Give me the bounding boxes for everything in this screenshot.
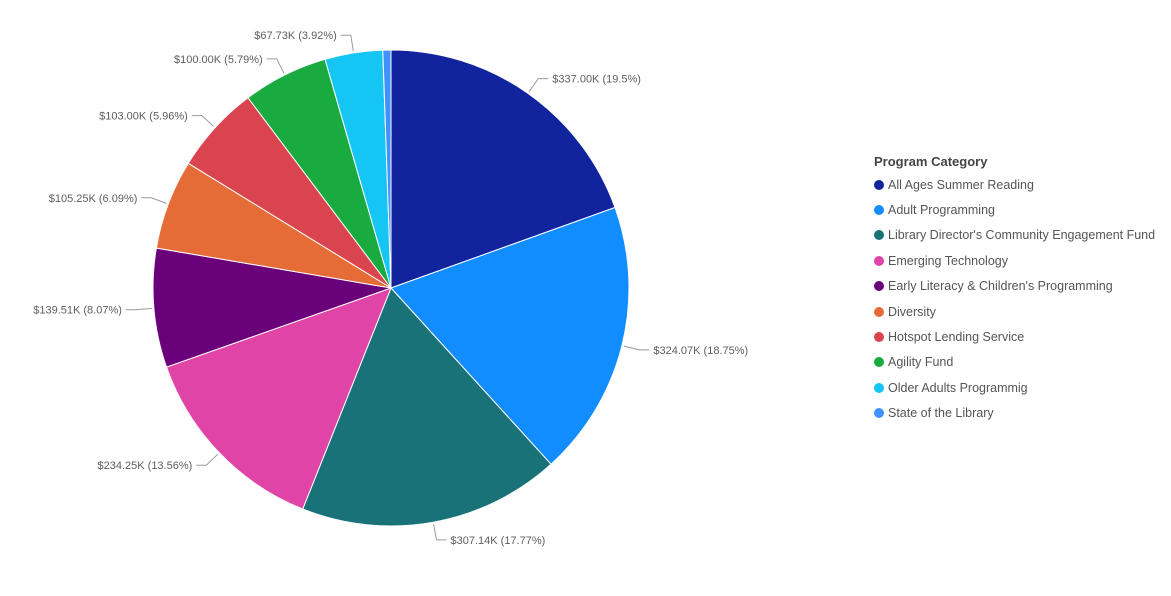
legend-marker-icon <box>874 357 884 368</box>
legend-label: Older Adults Programmig <box>888 380 1028 395</box>
legend-marker-icon <box>874 230 884 241</box>
legend-label: Emerging Technology <box>888 253 1008 268</box>
leader-line <box>196 453 219 466</box>
pie-slice[interactable] <box>382 49 392 289</box>
data-label: $67.73K (3.92%) <box>254 30 337 42</box>
legend-label: Hotspot Lending Service <box>888 330 1025 345</box>
leader-line <box>528 78 549 92</box>
leader-line <box>340 34 354 52</box>
leader-line <box>141 197 167 204</box>
legend-marker-icon <box>874 281 884 292</box>
legend-label: All Ages Summer Reading <box>888 177 1034 192</box>
data-label: $105.25K (6.09%) <box>49 193 138 205</box>
data-label: $103.00K (5.96%) <box>99 111 188 123</box>
legend-marker-icon <box>874 255 884 266</box>
pie-slice[interactable] <box>390 206 630 465</box>
leader-line <box>125 307 152 311</box>
data-labels: $337.00K (19.5%) $324.07K (18.75%) $307.14… <box>33 30 748 547</box>
legend-label: Diversity <box>888 304 936 319</box>
legend-label: State of the Library <box>888 406 994 421</box>
legend-label: Adult Programming <box>888 203 995 218</box>
data-label: $234.25K (13.56%) <box>98 460 193 472</box>
leader-line <box>191 115 214 127</box>
legend-marker-icon <box>874 306 884 317</box>
pie-slice[interactable] <box>165 287 392 510</box>
leader-line <box>623 345 650 351</box>
legend-label: Library Director's Community Engagement … <box>888 228 1156 243</box>
legend-title: Program Category <box>874 154 988 169</box>
legend-item[interactable]: Adult Programming <box>874 197 1155 222</box>
legend-item[interactable]: Diversity <box>874 299 1155 324</box>
legend-marker-icon <box>874 408 884 419</box>
legend-marker-icon <box>874 205 884 216</box>
leader-line <box>266 58 285 74</box>
legend-item[interactable]: Early Literacy & Children's Programming <box>874 274 1155 299</box>
leader-line <box>433 524 447 541</box>
legend-item[interactable]: Library Director's Community Engagement … <box>874 223 1155 248</box>
legend-marker-icon <box>874 382 884 393</box>
data-label: $100.00K (5.79%) <box>174 54 263 66</box>
legend-item[interactable]: Older Adults Programmig <box>874 375 1155 400</box>
legend-item[interactable]: Emerging Technology <box>874 248 1155 273</box>
data-label: $337.00K (19.5%) <box>552 74 641 86</box>
pie-slice[interactable] <box>390 49 616 289</box>
legend-marker-icon <box>874 332 884 343</box>
pie-slice[interactable] <box>152 247 393 368</box>
legend-item[interactable]: Agility Fund <box>874 350 1155 375</box>
pie-slice[interactable] <box>302 287 552 527</box>
legend: Program Category All Ages Summer Reading… <box>874 152 1155 426</box>
data-label: $307.14K (17.77%) <box>451 535 546 547</box>
legend-item[interactable]: All Ages Summer Reading <box>874 172 1155 197</box>
legend-items: All Ages Summer Reading Adult Programming… <box>874 172 1155 426</box>
data-label: $139.51K (8.07%) <box>33 305 122 317</box>
legend-label: Early Literacy & Children's Programming <box>888 279 1113 294</box>
legend-item[interactable]: State of the Library <box>874 401 1155 426</box>
legend-label: Agility Fund <box>888 355 954 370</box>
legend-item[interactable]: Hotspot Lending Service <box>874 324 1155 349</box>
legend-marker-icon <box>874 179 884 190</box>
pie-slices <box>152 49 630 527</box>
leader-lines <box>125 34 650 541</box>
data-label: $324.07K (18.75%) <box>653 345 748 357</box>
